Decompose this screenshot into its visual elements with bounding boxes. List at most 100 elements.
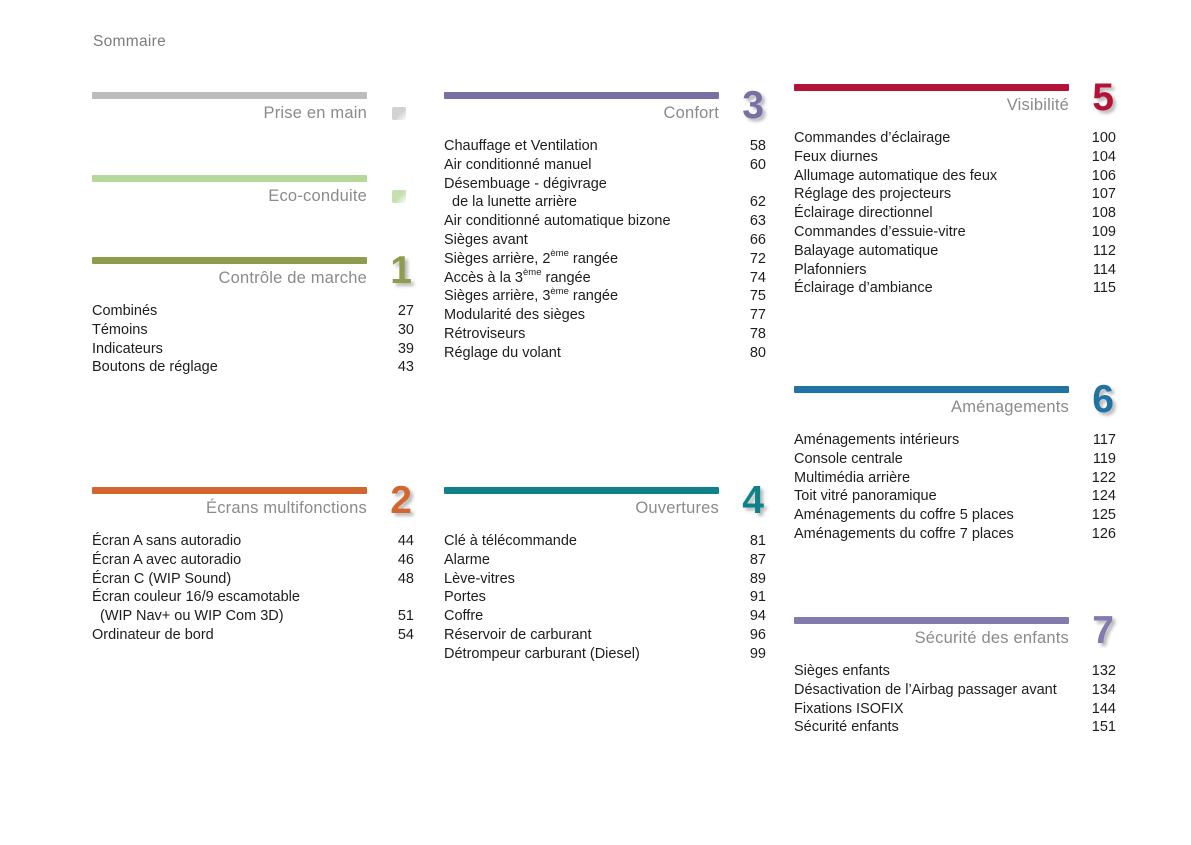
entry-label: Air conditionné manuel: [444, 156, 592, 173]
chapter-number: 5: [1092, 76, 1114, 119]
entry-label: Aménagements du coffre 7 places: [794, 525, 1014, 542]
section-entries: Commandes d’éclairage 100 Feux diurnes 104 A…: [794, 129, 1116, 298]
entry-page-number: 80: [749, 344, 766, 361]
entry-page-number: 100: [1091, 130, 1116, 146]
section-title: Prise en main: [263, 104, 367, 122]
entry-page-number: 109: [1091, 223, 1116, 240]
toc-entry: Écran A sans autoradio 44: [92, 532, 414, 551]
toc-entry: Coffre 94: [444, 607, 766, 626]
section-title: Confort: [663, 104, 719, 122]
toc-entry: Alarme 87: [444, 551, 766, 570]
entry-page-number: 66: [749, 231, 766, 248]
entry-page-number: 77: [749, 307, 766, 324]
toc-entry: Accès à la 3ème rangée 74: [444, 268, 766, 288]
entry-label: Multimédia arrière: [794, 469, 911, 486]
entry-label: Fixations ISOFIX: [794, 700, 904, 717]
toc-entry: Détrompeur carburant (Diesel) 99: [444, 645, 766, 664]
toc-section-controle-de-marche: Contrôle de marche 1 Combinés 27 Témoins 30…: [92, 250, 414, 375]
entry-label: Écran couleur 16/9 escamotable (WIP Nav+ …: [92, 589, 300, 625]
entry-page-number: 62: [749, 194, 766, 211]
entry-label: Aménagements du coffre 5 places: [794, 507, 1014, 524]
section-title: Aménagements: [951, 398, 1069, 416]
entry-label: Sécurité enfants: [794, 719, 899, 736]
entry-page-number: 104: [1091, 148, 1116, 165]
section-color-bar: [794, 386, 1069, 393]
entry-page-number: 89: [749, 570, 766, 587]
entry-page-number: 114: [1092, 261, 1116, 278]
toc-entry: Sécurité enfants 151: [794, 718, 1116, 737]
entry-label: Console centrale: [794, 450, 903, 467]
toc-section-amenagements: Aménagements 6 Aménagements intérieurs 11…: [794, 379, 1116, 542]
entry-page-number: 44: [397, 533, 414, 549]
entry-label: Sièges arrière, 3ème rangée: [444, 285, 619, 305]
entry-page-number: 117: [1092, 432, 1116, 448]
toc-entry: Écran A avec autoradio 46: [92, 551, 414, 570]
entry-page-number: 39: [397, 340, 414, 357]
entry-page-number: 119: [1092, 450, 1116, 467]
toc-entry: Boutons de réglage 43: [92, 358, 414, 377]
section-title: Eco-conduite: [268, 187, 367, 205]
section-title: Visibilité: [1006, 96, 1069, 114]
entry-page-number: 30: [397, 321, 414, 338]
entry-label: Sièges arrière, 2ème rangée: [444, 247, 619, 267]
entry-label: Réglage des projecteurs: [794, 186, 952, 203]
chapter-number: 3: [742, 84, 764, 127]
entry-page-number: 58: [749, 138, 766, 154]
chapter-number: 1: [390, 249, 412, 292]
section-entries: Sièges enfants 132 Désactivation de l’Airb…: [794, 662, 1116, 737]
entry-label: Réglage du volant: [444, 344, 561, 361]
toc-entry: Commandes d’éclairage 100: [794, 129, 1116, 148]
toc-entry: Sièges enfants 132: [794, 662, 1116, 681]
toc-entry: Combinés 27: [92, 302, 414, 321]
entry-page-number: 78: [749, 325, 766, 342]
toc-entry: Sièges arrière, 2ème rangée 72: [444, 247, 766, 269]
chapter-number: 7: [1092, 609, 1114, 652]
entry-label: Commandes d’éclairage: [794, 130, 951, 146]
entry-label: Écran A avec autoradio: [92, 551, 242, 568]
toc-entry: Sièges arrière, 3ème rangée 75: [444, 285, 766, 306]
entry-label: Désactivation de l’Airbag passager avant: [794, 681, 1057, 698]
toc-entry: Air conditionné manuel 60: [444, 156, 766, 175]
entry-label: Lève-vitres: [444, 570, 515, 587]
section-color-bar: [92, 487, 367, 494]
toc-entry: Fixations ISOFIX 144: [794, 700, 1116, 719]
toc-entry: Aménagements du coffre 7 places 126: [794, 525, 1116, 544]
toc-entry: Éclairage d’ambiance 115: [794, 279, 1116, 298]
toc-entry: Écran C (WIP Sound) 48: [92, 570, 414, 589]
section-title: Sécurité des enfants: [914, 629, 1069, 647]
faded-tab-icon: [392, 107, 406, 120]
entry-label: Portes: [444, 589, 486, 606]
entry-page-number: 74: [749, 269, 766, 286]
toc-entry: Toit vitré panoramique 124: [794, 487, 1116, 506]
entry-label: Sièges enfants: [794, 663, 890, 679]
entry-label: Réservoir de carburant: [444, 626, 592, 643]
entry-page-number: 107: [1091, 186, 1116, 203]
entry-label: Écran A sans autoradio: [92, 533, 242, 549]
toc-entry: Feux diurnes 104: [794, 148, 1116, 167]
entry-page-number: 99: [749, 645, 766, 662]
entry-label: Air conditionné automatique bizone: [444, 213, 671, 230]
entry-page-number: 132: [1091, 663, 1116, 679]
entry-page-number: 75: [749, 288, 766, 305]
toc-entry: Lève-vitres 89: [444, 570, 766, 589]
entry-page-number: 81: [749, 533, 766, 549]
toc-entry: Écran couleur 16/9 escamotable (WIP Nav+ …: [92, 588, 414, 626]
entry-label: Rétroviseurs: [444, 325, 526, 342]
toc-entry: Console centrale 119: [794, 450, 1116, 469]
section-entries: Aménagements intérieurs 117 Console centra…: [794, 431, 1116, 544]
entry-page-number: 112: [1092, 242, 1116, 259]
toc-section-prise-en-main: Prise en main: [92, 92, 414, 123]
entry-page-number: 106: [1091, 167, 1116, 184]
entry-label: Éclairage d’ambiance: [794, 280, 933, 297]
entry-label: Écran C (WIP Sound): [92, 570, 232, 587]
entry-label: Désembuage - dégivrage de la lunette arri…: [444, 175, 607, 211]
toc-entry: Désactivation de l’Airbag passager avant…: [794, 681, 1116, 700]
section-title: Ouvertures: [635, 499, 719, 517]
section-title: Contrôle de marche: [218, 269, 367, 287]
toc-section-securite-des-enfants: Sécurité des enfants 7 Sièges enfants 132…: [794, 610, 1116, 735]
toc-section-confort: Confort 3 Chauffage et Ventilation 58 Air …: [444, 85, 766, 361]
section-color-bar: [92, 92, 367, 99]
entry-page-number: 63: [749, 213, 766, 230]
entry-label: Éclairage directionnel: [794, 205, 933, 222]
